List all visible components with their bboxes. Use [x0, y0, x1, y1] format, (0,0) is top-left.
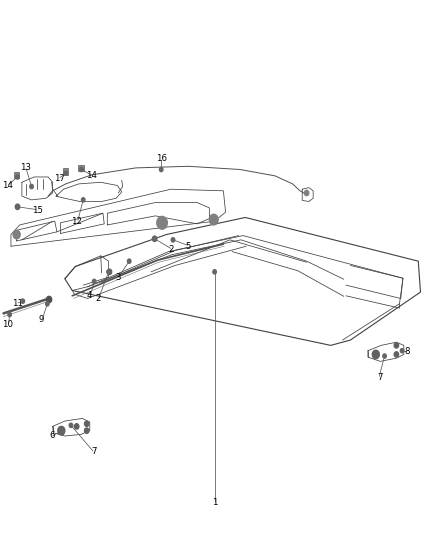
Circle shape — [85, 428, 89, 433]
Circle shape — [30, 184, 33, 189]
Circle shape — [60, 429, 63, 433]
Text: 7: 7 — [92, 448, 97, 456]
Circle shape — [80, 167, 83, 172]
Circle shape — [13, 230, 20, 239]
Circle shape — [46, 296, 52, 303]
Text: 9: 9 — [39, 316, 44, 324]
Circle shape — [69, 423, 73, 427]
Text: 5: 5 — [186, 242, 191, 251]
Circle shape — [46, 302, 49, 306]
Circle shape — [209, 214, 218, 225]
Circle shape — [107, 270, 110, 274]
Circle shape — [81, 198, 85, 202]
Text: 2: 2 — [96, 294, 101, 303]
Bar — [14, 172, 19, 178]
Text: 2: 2 — [168, 245, 173, 254]
Circle shape — [107, 269, 112, 274]
Circle shape — [8, 312, 11, 317]
Circle shape — [58, 426, 65, 435]
Text: 14: 14 — [2, 181, 14, 190]
Circle shape — [157, 216, 167, 229]
Circle shape — [383, 354, 386, 358]
Circle shape — [152, 236, 157, 241]
Circle shape — [171, 238, 175, 242]
Text: 14: 14 — [86, 172, 98, 180]
Circle shape — [74, 424, 79, 429]
Circle shape — [16, 175, 19, 179]
Text: 10: 10 — [2, 320, 14, 328]
Circle shape — [21, 299, 25, 303]
Text: 15: 15 — [32, 206, 43, 215]
Text: 3: 3 — [116, 273, 121, 281]
Text: 6: 6 — [49, 432, 54, 440]
Circle shape — [304, 190, 309, 196]
Text: 16: 16 — [155, 155, 167, 163]
Text: 13: 13 — [20, 164, 31, 172]
Circle shape — [16, 205, 19, 209]
Circle shape — [127, 259, 131, 263]
Text: 17: 17 — [53, 174, 65, 183]
Bar — [63, 168, 68, 175]
Circle shape — [400, 349, 404, 353]
Text: 7: 7 — [378, 373, 383, 382]
Circle shape — [394, 352, 399, 357]
Text: 11: 11 — [12, 300, 23, 308]
Circle shape — [159, 167, 163, 172]
Circle shape — [372, 350, 379, 359]
Circle shape — [15, 204, 20, 209]
Text: 8: 8 — [405, 348, 410, 356]
Circle shape — [64, 171, 67, 175]
Circle shape — [92, 279, 96, 284]
Text: 1: 1 — [212, 498, 217, 506]
Circle shape — [394, 343, 399, 348]
Circle shape — [213, 270, 216, 274]
Text: 4: 4 — [87, 292, 92, 300]
Circle shape — [85, 421, 89, 426]
Bar — [78, 165, 84, 171]
Text: 12: 12 — [71, 217, 82, 225]
Circle shape — [153, 237, 156, 241]
